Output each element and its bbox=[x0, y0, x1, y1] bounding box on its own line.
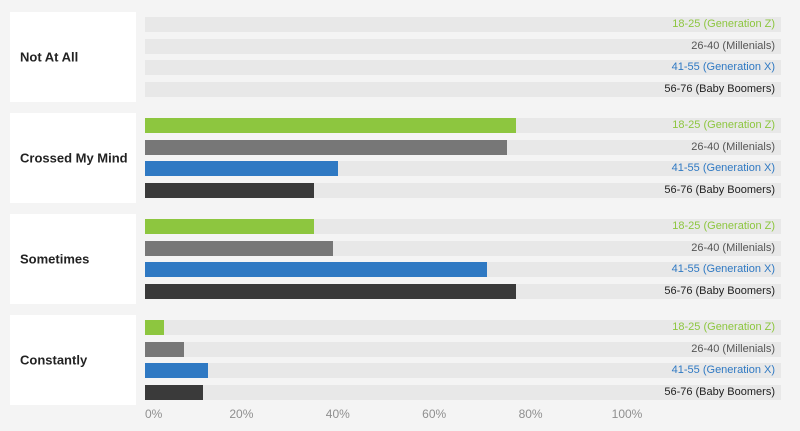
series-label: 26-40 (Millenials) bbox=[691, 39, 775, 52]
category-label: Crossed My Mind bbox=[10, 113, 136, 203]
bar bbox=[145, 219, 314, 234]
category-label-text: Not At All bbox=[20, 49, 79, 65]
bar-track: 41-55 (Generation X) bbox=[145, 161, 781, 176]
bar-track: 18-25 (Generation Z) bbox=[145, 320, 781, 335]
x-tick-label: 100% bbox=[611, 407, 643, 421]
series-label: 41-55 (Generation X) bbox=[671, 364, 775, 376]
category-label: Constantly bbox=[10, 315, 136, 405]
bar bbox=[145, 161, 338, 176]
series-label: 26-40 (Millenials) bbox=[691, 342, 775, 355]
bar bbox=[145, 363, 208, 378]
bar bbox=[145, 283, 517, 299]
category-label-text: Constantly bbox=[20, 352, 88, 368]
series-label: 18-25 (Generation Z) bbox=[672, 18, 775, 30]
series-label: 18-25 (Generation Z) bbox=[672, 119, 775, 131]
series-label: 26-40 (Millenials) bbox=[691, 140, 775, 153]
bar-track: 18-25 (Generation Z) bbox=[145, 17, 781, 32]
bar bbox=[145, 384, 203, 400]
bar bbox=[145, 118, 517, 133]
bar-track: 26-40 (Millenials) bbox=[145, 341, 781, 357]
series-label: 56-76 (Baby Boomers) bbox=[664, 385, 775, 398]
series-label: 56-76 (Baby Boomers) bbox=[664, 82, 775, 95]
bar bbox=[145, 240, 333, 256]
series-label: 41-55 (Generation X) bbox=[671, 263, 775, 275]
x-tick-label: 60% bbox=[422, 407, 447, 421]
x-tick-label: 80% bbox=[518, 407, 543, 421]
bar-track: 18-25 (Generation Z) bbox=[145, 219, 781, 234]
category-label-text: Sometimes bbox=[20, 251, 90, 267]
series-label: 41-55 (Generation X) bbox=[671, 61, 775, 73]
series-label: 18-25 (Generation Z) bbox=[672, 321, 775, 333]
bar bbox=[145, 320, 165, 335]
bar-track: 56-76 (Baby Boomers) bbox=[145, 182, 781, 198]
category-label: Not At All bbox=[10, 12, 136, 102]
bar-track: 56-76 (Baby Boomers) bbox=[145, 283, 781, 299]
x-tick-label: 20% bbox=[229, 407, 254, 421]
category-label-text: Crossed My Mind bbox=[20, 150, 128, 166]
series-label: 18-25 (Generation Z) bbox=[672, 220, 775, 232]
x-tick-label: 0% bbox=[145, 407, 163, 421]
series-label: 41-55 (Generation X) bbox=[671, 162, 775, 174]
bar bbox=[145, 341, 184, 357]
series-label: 26-40 (Millenials) bbox=[691, 241, 775, 254]
bar-track: 18-25 (Generation Z) bbox=[145, 118, 781, 133]
category-label: Sometimes bbox=[10, 214, 136, 304]
bar-track: 41-55 (Generation X) bbox=[145, 262, 781, 277]
bar-track: 26-40 (Millenials) bbox=[145, 38, 781, 54]
bar bbox=[145, 262, 488, 277]
bar-track: 41-55 (Generation X) bbox=[145, 363, 781, 378]
bar-track: 26-40 (Millenials) bbox=[145, 139, 781, 155]
bar bbox=[145, 139, 507, 155]
bar-track: 41-55 (Generation X) bbox=[145, 60, 781, 75]
series-label: 56-76 (Baby Boomers) bbox=[664, 183, 775, 196]
x-tick-label: 40% bbox=[325, 407, 350, 421]
bar-track: 26-40 (Millenials) bbox=[145, 240, 781, 256]
series-label: 56-76 (Baby Boomers) bbox=[664, 284, 775, 297]
bar bbox=[145, 182, 314, 198]
bar-track: 56-76 (Baby Boomers) bbox=[145, 81, 781, 97]
bar-track: 56-76 (Baby Boomers) bbox=[145, 384, 781, 400]
